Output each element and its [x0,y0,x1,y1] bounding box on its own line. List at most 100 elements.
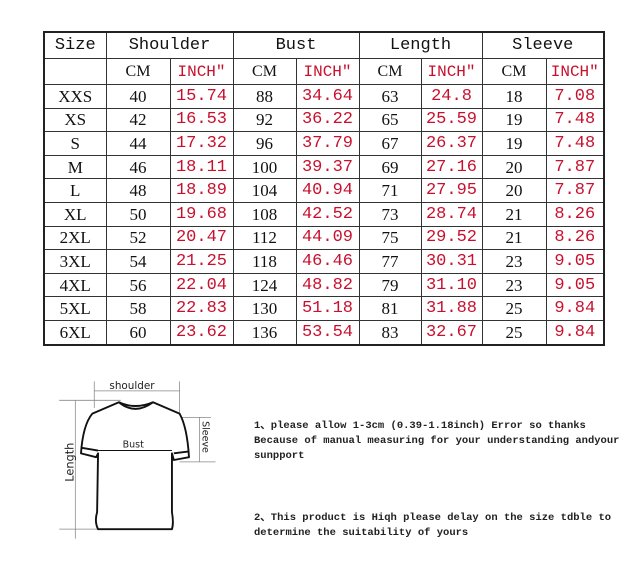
cm-cell: 54 [105,249,171,274]
cm-cell: 88 [232,84,297,109]
inch-cell: 42.52 [295,201,360,227]
cm-cell: 56 [105,272,171,298]
unit-inch: INCH″ [169,58,234,85]
cm-cell: 19 [481,131,547,156]
inch-cell: 51.18 [295,296,360,321]
inch-cell: 7.87 [545,154,605,180]
cm-cell: 77 [358,249,422,274]
size-cell: L [43,178,107,203]
cm-cell: 20 [481,154,547,180]
size-cell: XXS [43,84,107,109]
inch-cell: 39.37 [295,154,360,180]
cm-cell: 44 [105,131,171,156]
inch-cell: 8.26 [545,225,605,251]
inch-cell: 19.68 [169,201,234,227]
cm-cell: 79 [358,272,422,298]
inch-cell: 44.09 [295,225,360,251]
cm-cell: 71 [358,178,422,203]
size-cell: M [43,154,107,180]
cm-cell: 104 [232,178,297,203]
inch-cell: 40.94 [295,178,360,203]
cm-cell: 23 [481,249,547,274]
cm-cell: 81 [358,296,422,321]
size-cell: 2XL [43,225,107,251]
label-shoulder: shoulder [109,380,155,392]
cm-cell: 48 [105,178,171,203]
unit-empty [43,58,107,85]
size-cell: 5XL [43,296,107,321]
table-row: XS 42 16.53 92 36.22 65 25.59 19 7.48 [43,107,605,133]
unit-inch: INCH″ [420,58,483,85]
inch-cell: 53.54 [295,319,360,346]
table-row: M 46 18.11 100 39.37 69 27.16 20 7.87 [43,154,605,180]
unit-cm: CM [358,58,422,85]
inch-cell: 8.26 [545,201,605,227]
cm-cell: 130 [232,296,297,321]
inch-cell: 36.22 [295,107,360,133]
inch-cell: 32.67 [420,319,483,346]
inch-cell: 7.48 [545,131,605,156]
note-2-line-2: determine the suitability of yours [254,527,469,539]
inch-cell: 29.52 [420,225,483,251]
inch-cell: 37.79 [295,131,360,156]
cm-cell: 25 [481,319,547,346]
header-length: Length [358,31,483,59]
inch-cell: 18.89 [169,178,234,203]
inch-cell: 27.95 [420,178,483,203]
inch-cell: 24.8 [420,84,483,109]
table-row: 3XL 54 21.25 118 46.46 77 30.31 23 9.05 [43,249,605,274]
unit-inch: INCH″ [295,58,360,85]
inch-cell: 25.59 [420,107,483,133]
cm-cell: 75 [358,225,422,251]
unit-cm: CM [481,58,547,85]
cm-cell: 19 [481,107,547,133]
note-1-line-1: 1、please allow 1-3cm (0.39-1.18inch) Err… [254,420,586,432]
inch-cell: 15.74 [169,84,234,109]
label-length: Length [62,443,76,482]
table-row: XXS 40 15.74 88 34.64 63 24.8 18 7.08 [43,84,605,109]
cm-cell: 112 [232,225,297,251]
table-row: 6XL 60 23.62 136 53.54 83 32.67 25 9.84 [43,319,605,346]
table-row: 4XL 56 22.04 124 48.82 79 31.10 23 9.05 [43,272,605,298]
header-bust: Bust [232,31,360,59]
inch-cell: 28.74 [420,201,483,227]
size-cell: 4XL [43,272,107,298]
table-row: L 48 18.89 104 40.94 71 27.95 20 7.87 [43,178,605,203]
cm-cell: 58 [105,296,171,321]
inch-cell: 16.53 [169,107,234,133]
cm-cell: 108 [232,201,297,227]
cm-cell: 40 [105,84,171,109]
cm-cell: 25 [481,296,547,321]
cm-cell: 50 [105,201,171,227]
table-row: 5XL 58 22.83 130 51.18 81 31.88 25 9.84 [43,296,605,321]
cm-cell: 83 [358,319,422,346]
cm-cell: 67 [358,131,422,156]
inch-cell: 34.64 [295,84,360,109]
header-sleeve: Sleeve [481,31,605,59]
table-row: S 44 17.32 96 37.79 67 26.37 19 7.48 [43,131,605,156]
size-cell: 3XL [43,249,107,274]
inch-cell: 9.05 [545,249,605,274]
inch-cell: 7.08 [545,84,605,109]
cm-cell: 20 [481,178,547,203]
inch-cell: 9.84 [545,319,605,346]
note-1: 1、please allow 1-3cm (0.39-1.18inch) Err… [254,419,619,464]
inch-cell: 26.37 [420,131,483,156]
inch-cell: 48.82 [295,272,360,298]
inch-cell: 17.32 [169,131,234,156]
cm-cell: 21 [481,201,547,227]
inch-cell: 31.88 [420,296,483,321]
tshirt-icon: shoulder Bust Sleeve Length [59,380,216,539]
inch-cell: 21.25 [169,249,234,274]
cm-cell: 46 [105,154,171,180]
cm-cell: 42 [105,107,171,133]
table-row: 2XL 52 20.47 112 44.09 75 29.52 21 8.26 [43,225,605,251]
cm-cell: 63 [358,84,422,109]
inch-cell: 7.48 [545,107,605,133]
size-cell: 6XL [43,319,107,346]
inch-cell: 22.83 [169,296,234,321]
cm-cell: 23 [481,272,547,298]
size-chart-table: Size Shoulder Bust Length Sleeve CM INCH… [43,31,605,346]
unit-row: CM INCH″ CM INCH″ CM INCH″ CM INCH″ [43,58,605,85]
header-shoulder: Shoulder [105,31,234,59]
